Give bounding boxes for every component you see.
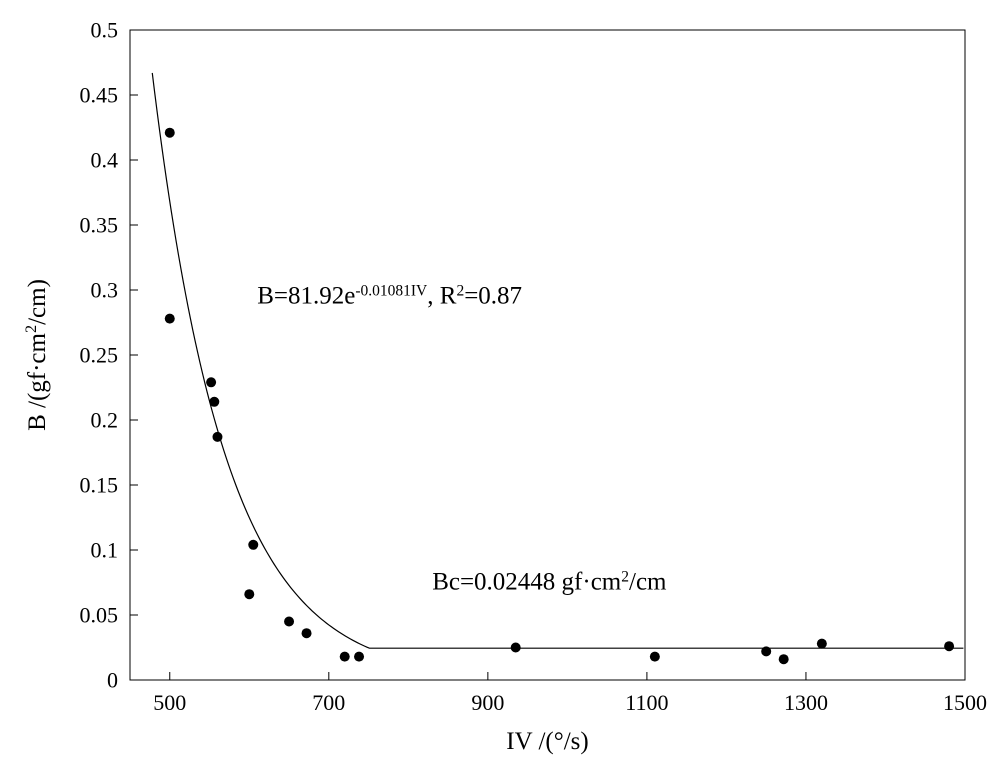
data-point <box>284 617 294 627</box>
data-point <box>302 628 312 638</box>
y-tick-label: 0.05 <box>80 603 119 628</box>
annotation-2: Bc=0.02448 gf·cm2/cm <box>432 568 667 596</box>
x-tick-label: 700 <box>312 690 345 715</box>
x-tick-label: 1300 <box>784 690 828 715</box>
x-tick-label: 1100 <box>625 690 668 715</box>
y-tick-label: 0.2 <box>91 408 119 433</box>
x-tick-label: 1500 <box>943 690 987 715</box>
data-point <box>650 652 660 662</box>
scatter-chart: 500 700 900 1100 1300 1500 0 0.05 0.1 0.15 0.2 0.25… <box>0 0 1000 770</box>
y-tick-label: 0.45 <box>80 83 119 108</box>
data-point <box>761 646 771 656</box>
x-tick-label: 500 <box>153 690 186 715</box>
data-point <box>209 397 219 407</box>
data-point <box>244 589 254 599</box>
y-tick-label: 0.35 <box>80 213 119 238</box>
x-tick-label: 900 <box>471 690 504 715</box>
data-point <box>206 377 216 387</box>
y-tick-label: 0.3 <box>91 278 119 303</box>
y-axis-label: B /(gf·cm2/cm) <box>22 279 51 431</box>
x-axis-label: IV /(°/s) <box>506 728 588 755</box>
y-tick-label: 0.15 <box>80 473 119 498</box>
data-point <box>340 652 350 662</box>
y-tick-label: 0 <box>107 668 118 693</box>
data-point <box>944 641 954 651</box>
data-point <box>248 540 258 550</box>
y-tick-label: 0.25 <box>80 343 119 368</box>
y-tick-label: 0.4 <box>91 148 119 173</box>
data-point <box>165 314 175 324</box>
y-tick-label: 0.1 <box>91 538 119 563</box>
y-tick-label: 0.5 <box>91 18 119 43</box>
data-point <box>212 432 222 442</box>
data-point <box>817 639 827 649</box>
data-point <box>354 652 364 662</box>
data-point <box>511 643 521 653</box>
data-point <box>779 654 789 664</box>
chart-container: 500 700 900 1100 1300 1500 0 0.05 0.1 0.15 0.2 0.25… <box>0 0 1000 770</box>
data-point <box>165 128 175 138</box>
